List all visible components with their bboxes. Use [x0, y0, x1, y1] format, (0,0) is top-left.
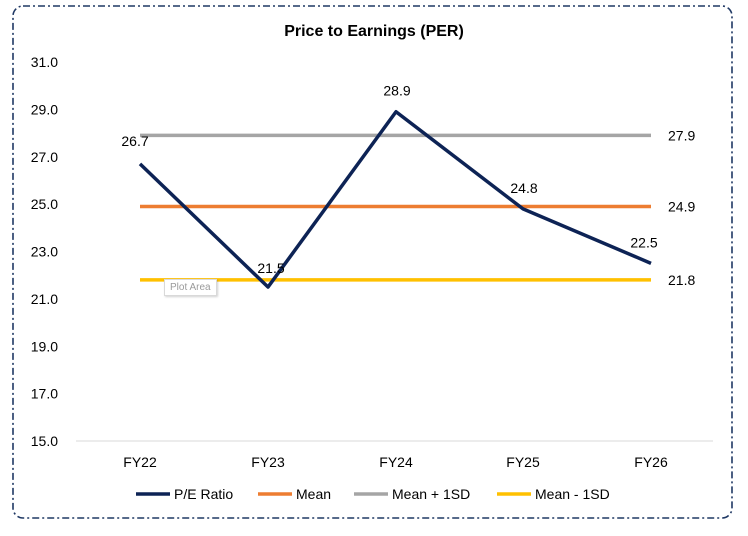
legend-label: Mean	[296, 486, 331, 502]
data-label: 28.9	[383, 83, 410, 99]
y-tick-label: 23.0	[31, 244, 58, 260]
legend: P/E Ratio Mean Mean + 1SD Mean - 1SD	[136, 486, 610, 502]
x-tick-label: FY26	[634, 454, 668, 470]
y-tick-label: 15.0	[31, 433, 58, 449]
chart-title: Price to Earnings (PER)	[284, 23, 464, 40]
series-line-pe-ratio	[138, 109, 652, 289]
data-labels-layer: 27.9 24.9 21.8 26.7 21.5 28.9 24.8 22.5	[121, 83, 695, 288]
y-tick-label: 27.0	[31, 149, 58, 165]
legend-label: P/E Ratio	[174, 486, 233, 502]
y-tick-label: 31.0	[31, 54, 58, 70]
x-tick-label: FY25	[506, 454, 540, 470]
legend-label: Mean - 1SD	[535, 486, 610, 502]
y-tick-label: 21.0	[31, 291, 58, 307]
y-tick-label: 25.0	[31, 196, 58, 212]
data-label: 24.8	[510, 180, 537, 196]
end-value-label: 21.8	[668, 272, 695, 288]
x-axis-ticks: FY22 FY23 FY24 FY25 FY26	[123, 454, 668, 470]
data-label: 22.5	[630, 234, 657, 250]
data-label: 21.5	[257, 260, 284, 276]
end-value-label: 27.9	[668, 127, 695, 143]
y-axis-ticks: 31.0 29.0 27.0 25.0 23.0 21.0 19.0 17.0 15.0	[31, 54, 58, 449]
y-tick-label: 17.0	[31, 386, 58, 402]
x-tick-label: FY24	[379, 454, 413, 470]
data-label: 26.7	[121, 133, 148, 149]
y-tick-label: 29.0	[31, 101, 58, 117]
series-layer	[138, 109, 652, 289]
end-value-label: 24.9	[668, 198, 695, 214]
legend-label: Mean + 1SD	[392, 486, 470, 502]
x-tick-label: FY22	[123, 454, 157, 470]
y-tick-label: 19.0	[31, 338, 58, 354]
plot-area-tooltip: Plot Area	[164, 279, 217, 296]
x-tick-label: FY23	[251, 454, 285, 470]
